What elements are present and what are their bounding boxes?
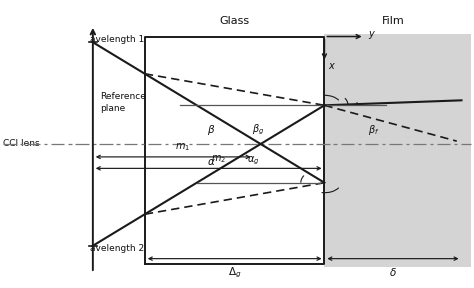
Text: $x$: $x$ (328, 61, 337, 71)
Text: avelength 2: avelength 2 (91, 244, 145, 253)
Text: $\beta_f$: $\beta_f$ (368, 122, 380, 137)
FancyBboxPatch shape (324, 34, 471, 267)
Text: $\alpha_g$: $\alpha_g$ (247, 155, 260, 167)
Text: plane: plane (100, 104, 125, 113)
Text: $m_2$: $m_2$ (210, 153, 226, 165)
Text: $\beta$: $\beta$ (207, 122, 215, 137)
Text: $\alpha$: $\alpha$ (207, 157, 215, 167)
Text: avelength 1: avelength 1 (91, 35, 145, 44)
Text: $\delta$: $\delta$ (389, 266, 397, 278)
Text: Reference: Reference (100, 92, 146, 101)
Text: $\Delta_g$: $\Delta_g$ (228, 266, 241, 280)
Text: $\beta_g$: $\beta_g$ (252, 122, 264, 137)
Text: $y$: $y$ (368, 29, 376, 41)
Text: Glass: Glass (219, 16, 250, 26)
Text: CCI lens: CCI lens (3, 139, 40, 149)
Text: $m_1$: $m_1$ (175, 142, 190, 154)
Text: Film: Film (382, 16, 404, 26)
